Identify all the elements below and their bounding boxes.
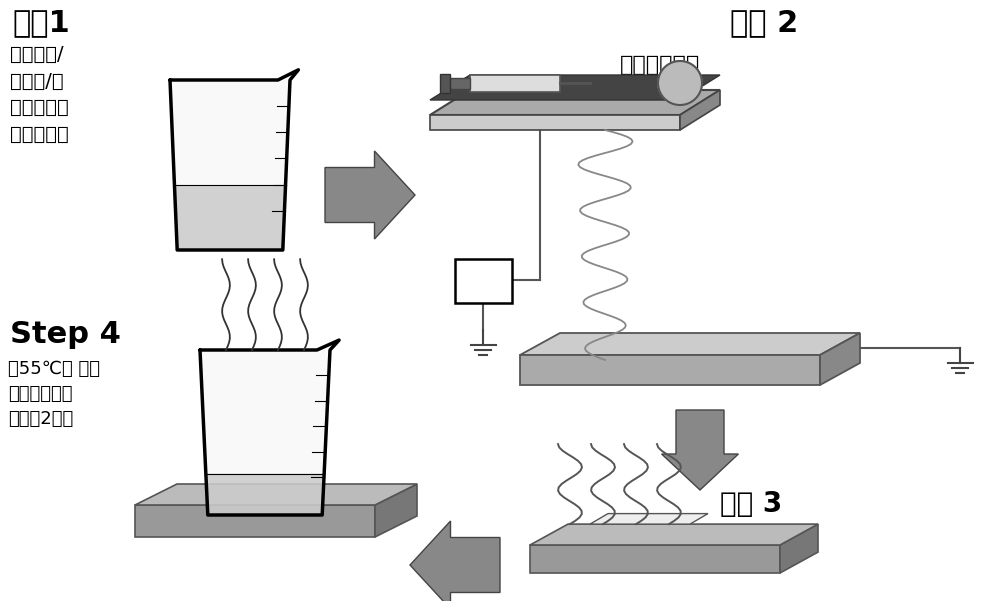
Polygon shape [662, 410, 738, 490]
Polygon shape [590, 514, 708, 524]
Text: 步骤 2: 步骤 2 [730, 8, 798, 37]
Polygon shape [430, 90, 720, 115]
Polygon shape [430, 75, 720, 100]
Polygon shape [530, 545, 780, 573]
Polygon shape [206, 474, 324, 515]
Polygon shape [440, 74, 450, 93]
Polygon shape [530, 524, 818, 545]
Text: HV: HV [471, 265, 495, 280]
Polygon shape [658, 61, 702, 105]
Polygon shape [430, 115, 680, 130]
Text: 银纳米线/
聚合物/表
面电荷调节
剂混合溶液: 银纳米线/ 聚合物/表 面电荷调节 剂混合溶液 [10, 45, 69, 144]
Polygon shape [520, 333, 860, 355]
Polygon shape [410, 521, 500, 601]
Text: 静电纺丝过程: 静电纺丝过程 [620, 55, 700, 75]
Polygon shape [135, 505, 375, 537]
Polygon shape [135, 484, 417, 505]
Polygon shape [470, 75, 560, 92]
Text: 步骤 3: 步骤 3 [720, 490, 782, 518]
Polygon shape [200, 350, 330, 515]
Text: Step 4: Step 4 [10, 320, 121, 349]
Polygon shape [448, 78, 470, 89]
Polygon shape [174, 185, 286, 250]
Polygon shape [520, 355, 820, 385]
Polygon shape [680, 90, 720, 130]
Polygon shape [375, 484, 417, 537]
Polygon shape [820, 333, 860, 385]
Polygon shape [780, 524, 818, 573]
Text: 70℃ 加热1分钟: 70℃ 加热1分钟 [620, 525, 746, 545]
Text: 在55℃的 乙醇
和水溶液中分
别清洗2分钟: 在55℃的 乙醇 和水溶液中分 别清洗2分钟 [8, 360, 100, 428]
FancyBboxPatch shape [455, 259, 512, 303]
Polygon shape [325, 151, 415, 239]
Polygon shape [170, 80, 290, 250]
Text: 步骤1: 步骤1 [12, 8, 70, 37]
